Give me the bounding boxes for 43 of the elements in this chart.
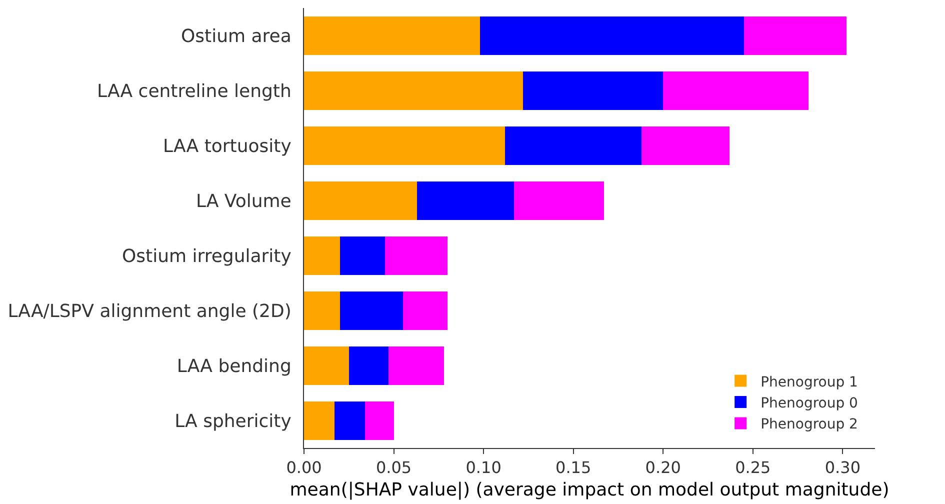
bar xyxy=(384,236,448,275)
bar xyxy=(304,16,480,55)
y-tick-label: LAA centreline length xyxy=(97,80,292,102)
bar xyxy=(304,126,506,165)
legend-label: Phenogroup 1 xyxy=(760,374,858,390)
x-tick-label: 0.20 xyxy=(645,458,681,478)
y-tick-label: Ostium area xyxy=(180,26,292,47)
bar xyxy=(340,236,385,275)
bar xyxy=(304,71,524,110)
x-tick-label: 0.10 xyxy=(466,458,502,478)
bar xyxy=(480,16,744,55)
bar xyxy=(523,71,664,110)
legend-label: Phenogroup 2 xyxy=(760,416,858,433)
bar xyxy=(744,16,846,55)
bar xyxy=(402,291,448,330)
y-tick-label: LA Volume xyxy=(196,190,292,212)
x-axis-title: mean(|SHAP value|) (average impact on model output magnitude) xyxy=(290,479,890,500)
x-tick-label: 0.15 xyxy=(556,458,592,478)
legend-label: Phenogroup 0 xyxy=(760,395,858,412)
bar xyxy=(304,346,349,385)
bar xyxy=(365,401,394,440)
x-tick-label: 0.00 xyxy=(286,458,322,478)
bar xyxy=(340,291,403,330)
bar xyxy=(304,401,335,440)
bar xyxy=(304,181,418,220)
y-tick-label: Ostium irregularity xyxy=(122,246,292,267)
x-tick-label: 0.05 xyxy=(376,458,412,478)
bar xyxy=(304,291,340,330)
bar xyxy=(348,346,388,385)
bar xyxy=(663,71,809,110)
bar xyxy=(514,181,604,220)
y-tick-label: LA sphericity xyxy=(174,410,292,432)
x-tick-label: 0.30 xyxy=(824,458,860,478)
y-tick-label: LAA/LSPV alignment angle (2D) xyxy=(8,300,292,322)
bar xyxy=(417,181,514,220)
y-tick-label: LAA bending xyxy=(176,356,292,377)
x-tick-label: 0.25 xyxy=(735,458,771,478)
bar xyxy=(334,401,366,440)
bar xyxy=(388,346,444,385)
y-tick-label: LAA tortuosity xyxy=(163,136,292,157)
bar xyxy=(304,236,340,275)
bar xyxy=(642,126,730,165)
bar xyxy=(505,126,642,165)
